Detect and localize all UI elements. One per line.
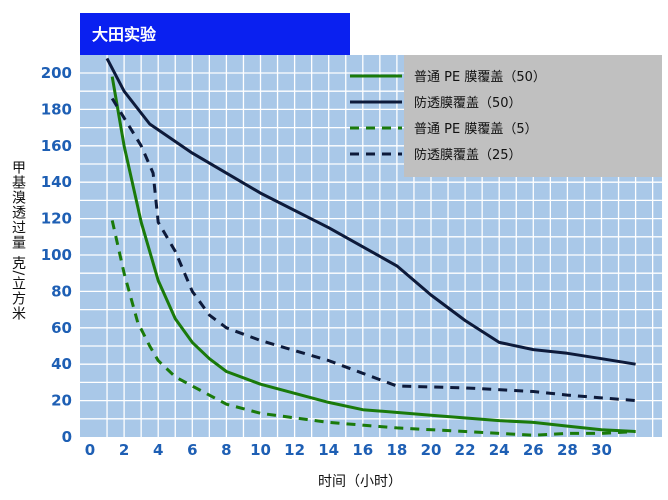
- y-tick-label: 60: [51, 319, 72, 337]
- x-tick-label: 18: [386, 441, 407, 459]
- x-tick-label: 14: [318, 441, 339, 459]
- x-tick-label: 8: [221, 441, 231, 459]
- x-tick-label: 2: [119, 441, 129, 459]
- x-tick-label: 4: [153, 441, 163, 459]
- y-tick-label: 40: [51, 355, 72, 373]
- y-tick-label: 140: [41, 173, 72, 191]
- y-tick-label: 80: [51, 282, 72, 300]
- x-tick-labels: 0 2 4 6 8 10 12 14 16 18 20 22 24 26 28 30: [85, 441, 612, 459]
- x-tick-label: 16: [352, 441, 373, 459]
- series-line-2: [105, 57, 636, 366]
- y-axis-title: 甲基溴透过量 克/立方米: [10, 160, 26, 321]
- x-tick-label: 10: [250, 441, 271, 459]
- y-tick-label: 120: [41, 210, 72, 228]
- legend-label-3: 普通 PE 膜覆盖（5）: [414, 122, 538, 137]
- y-tick-label: 180: [41, 100, 72, 118]
- legend: 普通 PE 膜覆盖（50） 防透膜覆盖（50） 普通 PE 膜覆盖（5） 防透膜覆盖（…: [350, 55, 662, 177]
- series-lines: [105, 57, 636, 437]
- x-tick-label: 26: [523, 441, 544, 459]
- x-tick-label: 22: [455, 441, 476, 459]
- title-banner: [80, 13, 350, 55]
- legend-label-2: 防透膜覆盖（50）: [414, 95, 522, 111]
- series-line-1: [110, 76, 636, 433]
- chart-title: 大田实验: [92, 25, 157, 44]
- series-line-3: [110, 220, 636, 437]
- x-tick-label: 24: [489, 441, 510, 459]
- y-tick-label: 200: [41, 64, 72, 82]
- grid-lines: [80, 55, 662, 437]
- legend-label-4: 防透膜覆盖（25）: [414, 147, 522, 163]
- x-tick-label: 20: [421, 441, 442, 459]
- series-line-4: [110, 97, 636, 403]
- y-tick-label: 160: [41, 137, 72, 155]
- y-tick-label: 100: [41, 246, 72, 264]
- y-tick-label: 20: [51, 392, 72, 410]
- x-tick-label: 6: [187, 441, 197, 459]
- x-tick-label: 30: [591, 441, 612, 459]
- y-tick-labels: 0 20 40 60 80 100 120 140 160 180 200: [41, 64, 72, 446]
- legend-box: [404, 55, 662, 177]
- y-tick-label: 0: [62, 428, 72, 446]
- legend-label-1: 普通 PE 膜覆盖（50）: [414, 70, 546, 85]
- x-axis-title: 时间（小时）: [318, 474, 402, 490]
- x-tick-label: 12: [284, 441, 305, 459]
- x-tick-label: 0: [85, 441, 95, 459]
- x-tick-label: 28: [557, 441, 578, 459]
